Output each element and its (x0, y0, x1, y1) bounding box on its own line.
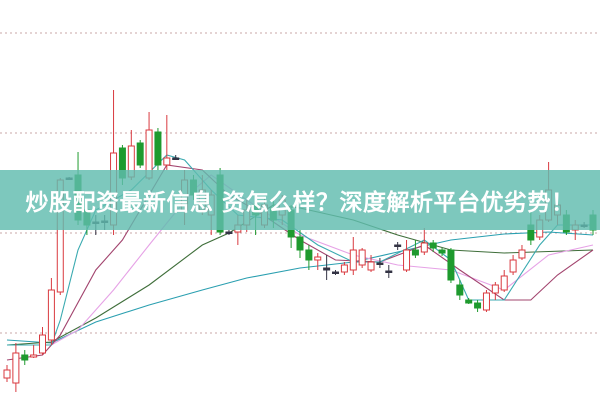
candle-body (429, 242, 437, 249)
candle-body (340, 264, 348, 273)
headline-title: 炒股配资最新信息 资怎么样？深度解析平台优劣势！ (25, 190, 575, 216)
candle-body (491, 284, 499, 294)
candle-body (47, 289, 55, 341)
candle-body (509, 259, 517, 273)
candle-body (394, 244, 402, 247)
candle-body (376, 262, 384, 265)
candle-body (438, 249, 446, 254)
candle-body (482, 292, 490, 311)
candle-body (323, 267, 331, 271)
candle-body (411, 249, 419, 256)
candle-body (518, 249, 526, 259)
candle-body (465, 299, 473, 304)
candle-body (225, 231, 233, 234)
candle-body (314, 256, 322, 261)
candle-body (420, 242, 428, 253)
candle-body (474, 302, 482, 309)
candle-body (447, 249, 455, 281)
candle-body (358, 249, 366, 266)
candle-body (12, 352, 20, 384)
candle-body (154, 131, 162, 166)
candle-body (296, 236, 304, 251)
candle-body (136, 142, 144, 166)
candle-body (30, 354, 38, 358)
candle-body (500, 275, 508, 291)
candle-body (385, 270, 393, 273)
candle-body (163, 157, 171, 166)
candle-body (305, 249, 313, 261)
candle-body (367, 261, 375, 271)
candle-body (403, 249, 411, 271)
moving-average-line (6, 231, 594, 344)
candle-body (456, 284, 464, 296)
candle-body (349, 249, 357, 271)
candle-body (21, 354, 29, 361)
candle-body (39, 334, 47, 354)
candle-body (172, 157, 180, 160)
title-banner: 炒股配资最新信息 资怎么样？深度解析平台优劣势！ (0, 170, 600, 230)
candle-body (3, 369, 11, 379)
candle-body (332, 271, 340, 274)
